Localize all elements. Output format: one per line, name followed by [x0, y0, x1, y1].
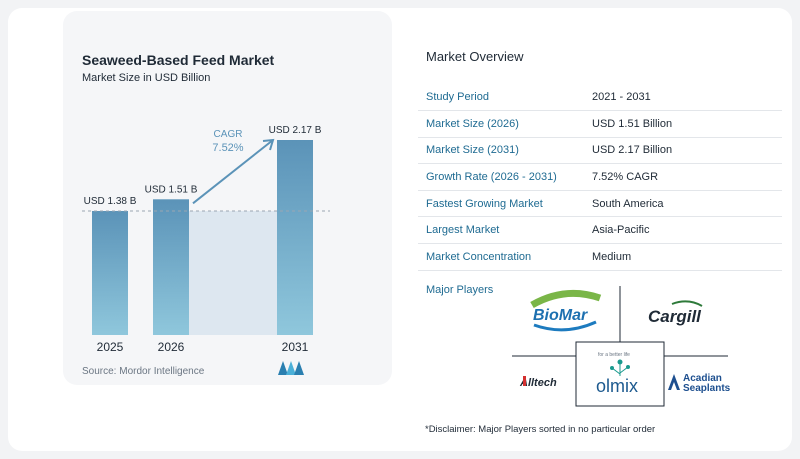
cargill-logo: Cargill — [648, 300, 703, 326]
data-label: USD 2.17 B — [269, 125, 322, 136]
overview-key: Market Concentration — [426, 250, 532, 263]
bar-2025 — [92, 210, 128, 335]
x-tick-label: 2026 — [158, 340, 185, 354]
overview-value: South America — [592, 197, 664, 210]
overview-value: Medium — [592, 250, 632, 263]
overview-table: Study Period 2021 - 2031 Market Size (2026… — [418, 84, 782, 271]
bar-2026 — [153, 199, 189, 335]
overview-row: Study Period 2021 - 2031 — [418, 84, 782, 111]
alltech-text: Alltech — [519, 377, 557, 389]
acadian-seaplants-logo: Acadian Seaplants — [668, 373, 731, 394]
biomar-text: BioMar — [533, 307, 588, 324]
acadian-text-2: Seaplants — [683, 383, 731, 394]
source-note: Source: Mordor Intelligence — [82, 366, 205, 377]
overview-row: Market Size (2031) USD 2.17 Billion — [418, 137, 782, 164]
chart-title: Seaweed-Based Feed Market — [82, 52, 275, 68]
x-tick-label: 2031 — [282, 340, 309, 354]
cagr-arrow — [192, 139, 274, 205]
cagr-label: CAGR — [214, 129, 243, 140]
overview-key: Study Period — [426, 91, 489, 104]
overview-title: Market Overview — [426, 49, 524, 64]
overview-row: Market Concentration Medium — [418, 244, 782, 271]
overview-value: USD 2.17 Billion — [592, 144, 673, 157]
olmix-logo: for a better life olmix — [596, 352, 638, 396]
overview-row: Fastest Growing Market South America — [418, 190, 782, 217]
mordor-logo-icon — [278, 361, 304, 375]
data-label: USD 1.38 B — [84, 196, 137, 207]
overview-value: 7.52% CAGR — [592, 171, 659, 184]
overview-key: Growth Rate (2026 - 2031) — [426, 171, 557, 184]
major-players-title: Major Players — [426, 284, 494, 296]
overview-value: USD 1.51 Billion — [592, 117, 673, 130]
overview-row: Market Size (2026) USD 1.51 Billion — [418, 111, 782, 138]
overview-key: Fastest Growing Market — [426, 197, 543, 210]
overview-value: 2021 - 2031 — [592, 91, 651, 104]
overview-key: Largest Market — [426, 224, 500, 237]
x-tick-label: 2025 — [97, 340, 124, 354]
bar-chart: USD 1.38 B USD 1.51 B USD 2.17 B 2025 2026 20… — [82, 125, 330, 354]
disclaimer: *Disclaimer: Major Players sorted in no … — [425, 424, 656, 435]
overview-row: Growth Rate (2026 - 2031) 7.52% CAGR — [418, 164, 782, 191]
cagr-arrowhead — [262, 138, 275, 151]
olmix-text: olmix — [596, 376, 638, 396]
bar-2031 — [277, 140, 313, 335]
biomar-logo: BioMar — [530, 289, 602, 332]
overview-value: Asia-Pacific — [592, 224, 650, 237]
acadian-text-1: Acadian — [683, 373, 722, 384]
players-box — [575, 341, 665, 407]
cargill-text: Cargill — [648, 307, 702, 326]
cagr-value: 7.52% — [212, 142, 243, 154]
alltech-logo: Alltech — [519, 376, 557, 389]
overview-key: Market Size (2026) — [426, 117, 519, 130]
overview-row: Largest Market Asia-Pacific — [418, 217, 782, 244]
olmix-tagline: for a better life — [598, 352, 630, 358]
data-label: USD 1.51 B — [145, 184, 198, 195]
growth-band — [189, 210, 277, 335]
chart-subtitle: Market Size in USD Billion — [82, 72, 211, 84]
overview-key: Market Size (2031) — [426, 144, 519, 157]
